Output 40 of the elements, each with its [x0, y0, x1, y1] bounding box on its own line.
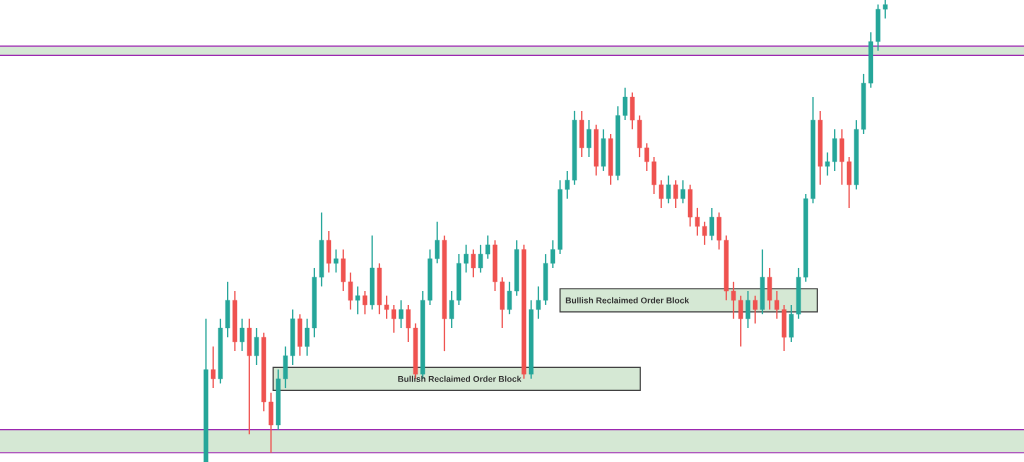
band-label: Bullish Reclaimed Order Block	[398, 375, 522, 382]
band-label: Bullish Reclaimed Order Block	[565, 297, 690, 304]
candlestick	[680, 179, 686, 204]
candlestick	[326, 230, 332, 274]
candlestick	[377, 262, 382, 315]
candlestick	[702, 221, 707, 246]
candlestick	[362, 290, 368, 315]
candlestick	[348, 271, 353, 311]
candlestick	[507, 281, 512, 315]
candlestick	[825, 151, 830, 177]
candlestick	[391, 304, 397, 334]
candlestick	[398, 299, 404, 329]
candlestick	[333, 248, 339, 274]
candlestick	[478, 244, 483, 274]
candlestick	[731, 281, 736, 320]
candlestick	[304, 318, 310, 357]
candlestick	[485, 234, 491, 260]
candlestick	[210, 345, 216, 389]
candlestick	[579, 110, 585, 158]
candlestick	[384, 295, 389, 320]
candlestick	[789, 304, 794, 343]
candlestick	[673, 179, 679, 209]
candlestick	[709, 207, 715, 241]
candlestick	[239, 318, 245, 352]
candlestick	[593, 124, 599, 177]
candlestick	[528, 299, 534, 380]
candlestick	[817, 110, 823, 186]
candlestick	[369, 234, 375, 311]
candlestick	[405, 304, 411, 343]
candlestick	[536, 285, 541, 320]
candlestick	[630, 91, 635, 131]
candlestick	[514, 239, 520, 297]
candlestick	[275, 368, 281, 431]
candlestick	[666, 174, 671, 204]
candlestick	[695, 207, 700, 237]
candlestick	[738, 295, 744, 348]
candlestick	[355, 285, 361, 315]
candlestick	[340, 248, 346, 292]
candlestick	[752, 295, 758, 325]
candlestick	[471, 248, 476, 278]
